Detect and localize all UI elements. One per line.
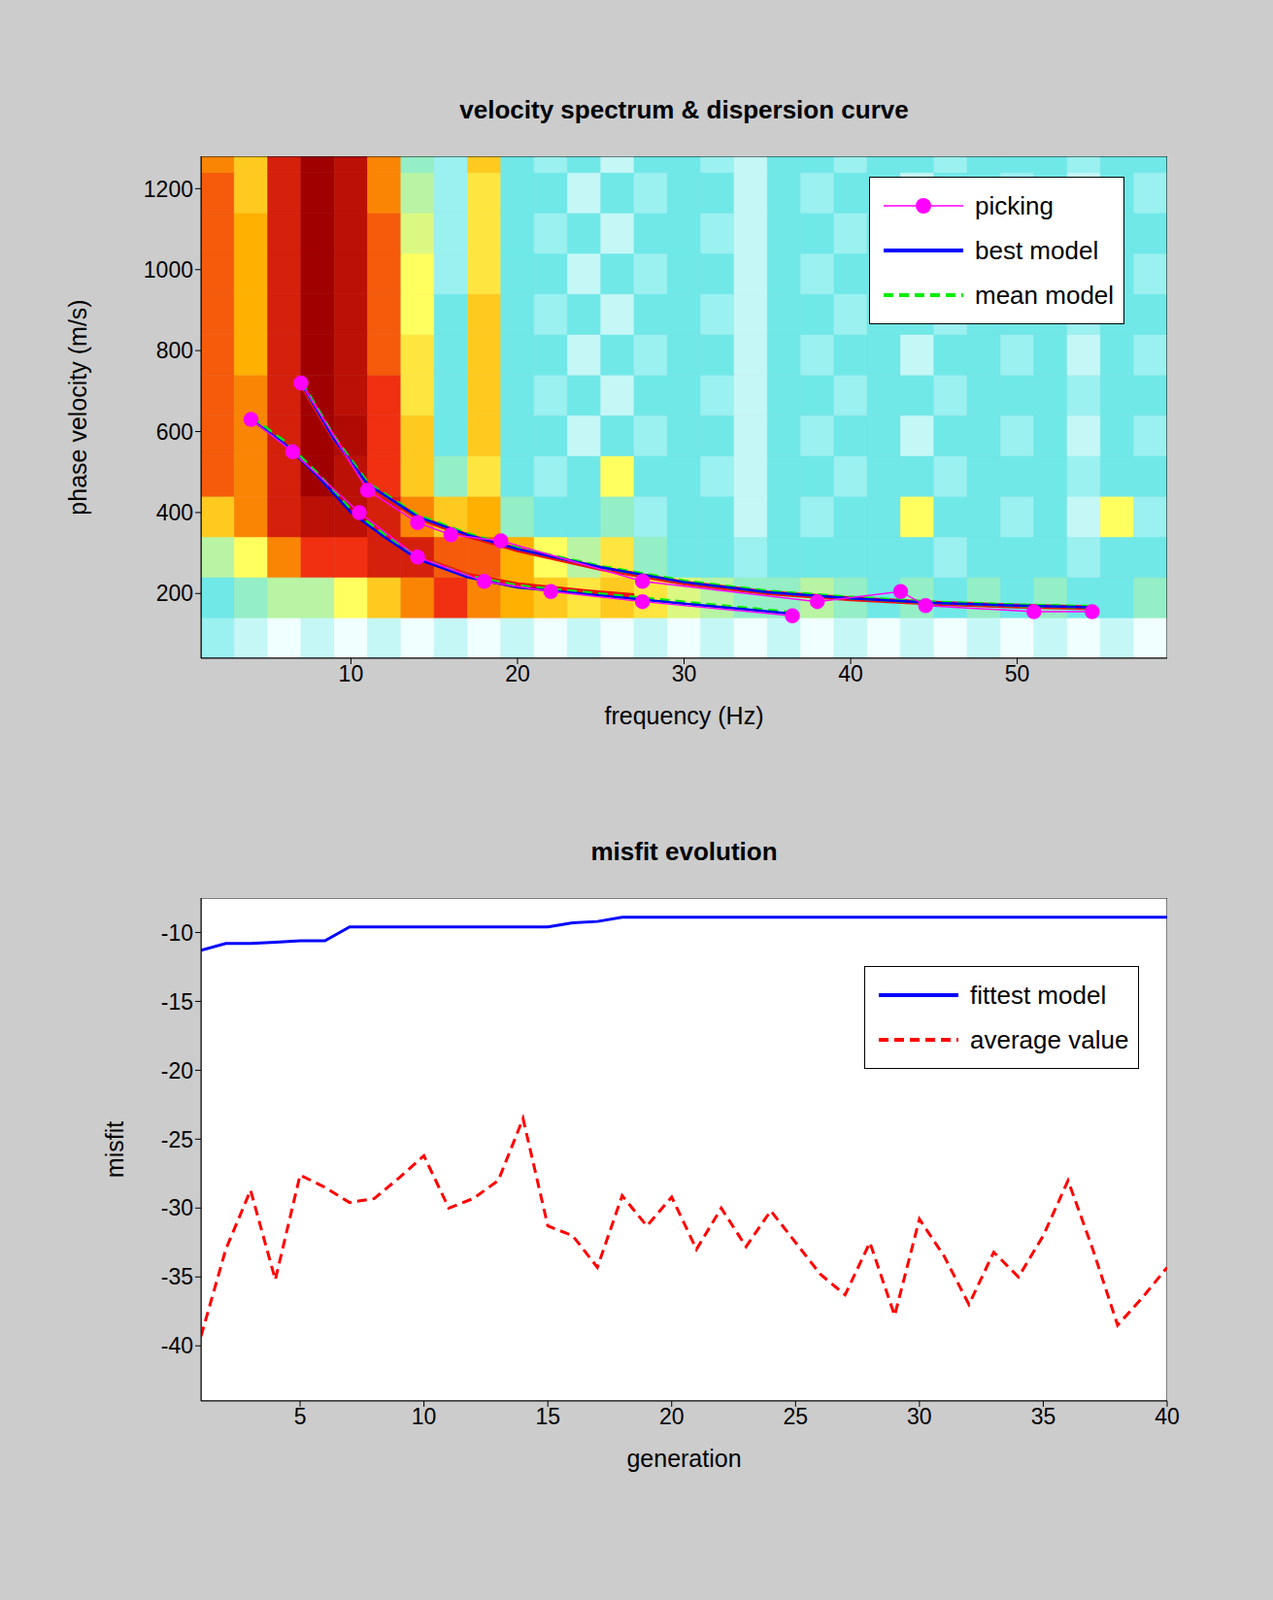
svg-text:1200: 1200 — [143, 176, 194, 202]
html-text:misfit evolution: misfit evolution — [590, 837, 778, 867]
svg-text:10: 10 — [411, 1404, 437, 1430]
html-text:fittest model: fittest model — [970, 980, 1107, 1010]
html-text:picking: picking — [974, 190, 1054, 220]
svg-text:generation: generation — [626, 1444, 741, 1473]
svg-text:-30: -30 — [161, 1195, 194, 1221]
svg-text:10: 10 — [338, 661, 365, 687]
svg-text:15: 15 — [535, 1404, 561, 1430]
svg-text:400: 400 — [156, 500, 194, 526]
html-text:mean model: mean model — [974, 280, 1114, 310]
svg-text:-15: -15 — [161, 989, 194, 1015]
html-text:best model: best model — [974, 235, 1099, 265]
svg-text:1000: 1000 — [143, 257, 194, 283]
svg-text:misfit: misfit — [100, 1121, 129, 1178]
svg-text:20: 20 — [504, 661, 531, 687]
svg-text:-20: -20 — [161, 1058, 194, 1084]
svg-text:phase velocity (m/s): phase velocity (m/s) — [64, 299, 92, 515]
svg-text:30: 30 — [906, 1404, 933, 1430]
svg-text:frequency (Hz): frequency (Hz) — [604, 702, 765, 730]
svg-text:30: 30 — [671, 661, 698, 687]
svg-text:800: 800 — [156, 337, 194, 364]
svg-text:-40: -40 — [161, 1333, 194, 1359]
svg-text:-25: -25 — [161, 1127, 194, 1153]
svg-text:5: 5 — [294, 1404, 307, 1430]
svg-text:-10: -10 — [161, 920, 194, 946]
html-text:velocity spectrum & dispersion: velocity spectrum & dispersion curve — [459, 95, 909, 125]
svg-text:600: 600 — [156, 419, 194, 445]
svg-text:200: 200 — [156, 580, 194, 606]
svg-text:40: 40 — [1154, 1404, 1180, 1430]
svg-text:25: 25 — [783, 1404, 809, 1430]
svg-text:35: 35 — [1031, 1404, 1057, 1430]
svg-text:50: 50 — [1005, 661, 1031, 687]
svg-text:20: 20 — [659, 1404, 685, 1430]
html-text:average value: average value — [970, 1024, 1129, 1055]
svg-text:40: 40 — [837, 661, 864, 687]
svg-text:-35: -35 — [161, 1264, 194, 1290]
